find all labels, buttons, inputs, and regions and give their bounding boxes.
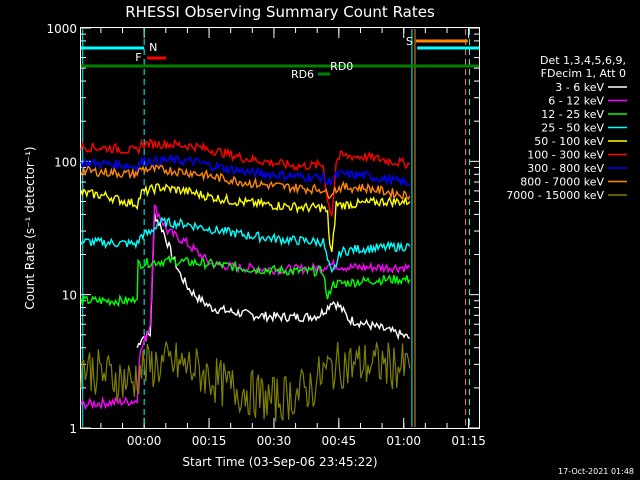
series-line: [80, 138, 411, 218]
series-line: [80, 254, 411, 308]
x-tick-label: 00:15: [192, 434, 227, 448]
legend-header-line-1: Det 1,3,4,5,6,9,: [540, 54, 626, 67]
flare-label: F: [135, 51, 141, 64]
y-tick-label: 1: [69, 422, 77, 436]
series-line: [80, 153, 411, 187]
night-label: N: [149, 41, 157, 54]
plot-area: [80, 27, 480, 429]
legend-label: 12 - 25 keV: [541, 108, 604, 121]
legend-label: 6 - 12 keV: [548, 95, 604, 108]
series-line: [80, 164, 411, 201]
legend-label: 100 - 300 keV: [527, 149, 604, 162]
x-tick-label: 00:30: [257, 434, 292, 448]
x-tick-label: 01:15: [451, 434, 486, 448]
x-tick-label: 00:45: [322, 434, 357, 448]
footer-timestamp: 17-Oct-2021 01:48: [558, 467, 634, 476]
saa-label: S: [406, 35, 413, 48]
y-tick-label: 10: [62, 289, 77, 303]
x-axis-label: Start Time (03-Sep-06 23:45:22): [182, 455, 377, 469]
series-line: [136, 212, 411, 349]
legend-label: 300 - 800 keV: [527, 162, 604, 175]
x-tick-label: 00:00: [127, 434, 162, 448]
chart-title: RHESSI Observing Summary Count Rates: [125, 3, 435, 21]
series-line: [80, 203, 411, 411]
legend-header-line-2: FDecim 1, Att 0: [541, 67, 626, 80]
rd6-label: RD6: [291, 68, 314, 81]
series-line: [80, 216, 411, 274]
series-line: [80, 182, 411, 253]
legend-label: 7000 - 15000 keV: [506, 189, 604, 202]
plot-frame: [80, 27, 480, 429]
legend-label: 25 - 50 keV: [541, 122, 604, 135]
legend-label: 800 - 7000 keV: [520, 176, 604, 189]
legend-label: 50 - 100 keV: [534, 135, 604, 148]
x-tick-label: 01:00: [386, 434, 421, 448]
y-axis-label: Count Rate (s⁻¹ detector⁻¹): [23, 146, 37, 309]
legend-label: 3 - 6 keV: [555, 81, 604, 94]
rd0-label: RD0: [330, 60, 353, 73]
series-line: [80, 341, 411, 422]
y-tick-label: 1000: [46, 22, 77, 36]
y-tick-label: 100: [54, 155, 77, 169]
